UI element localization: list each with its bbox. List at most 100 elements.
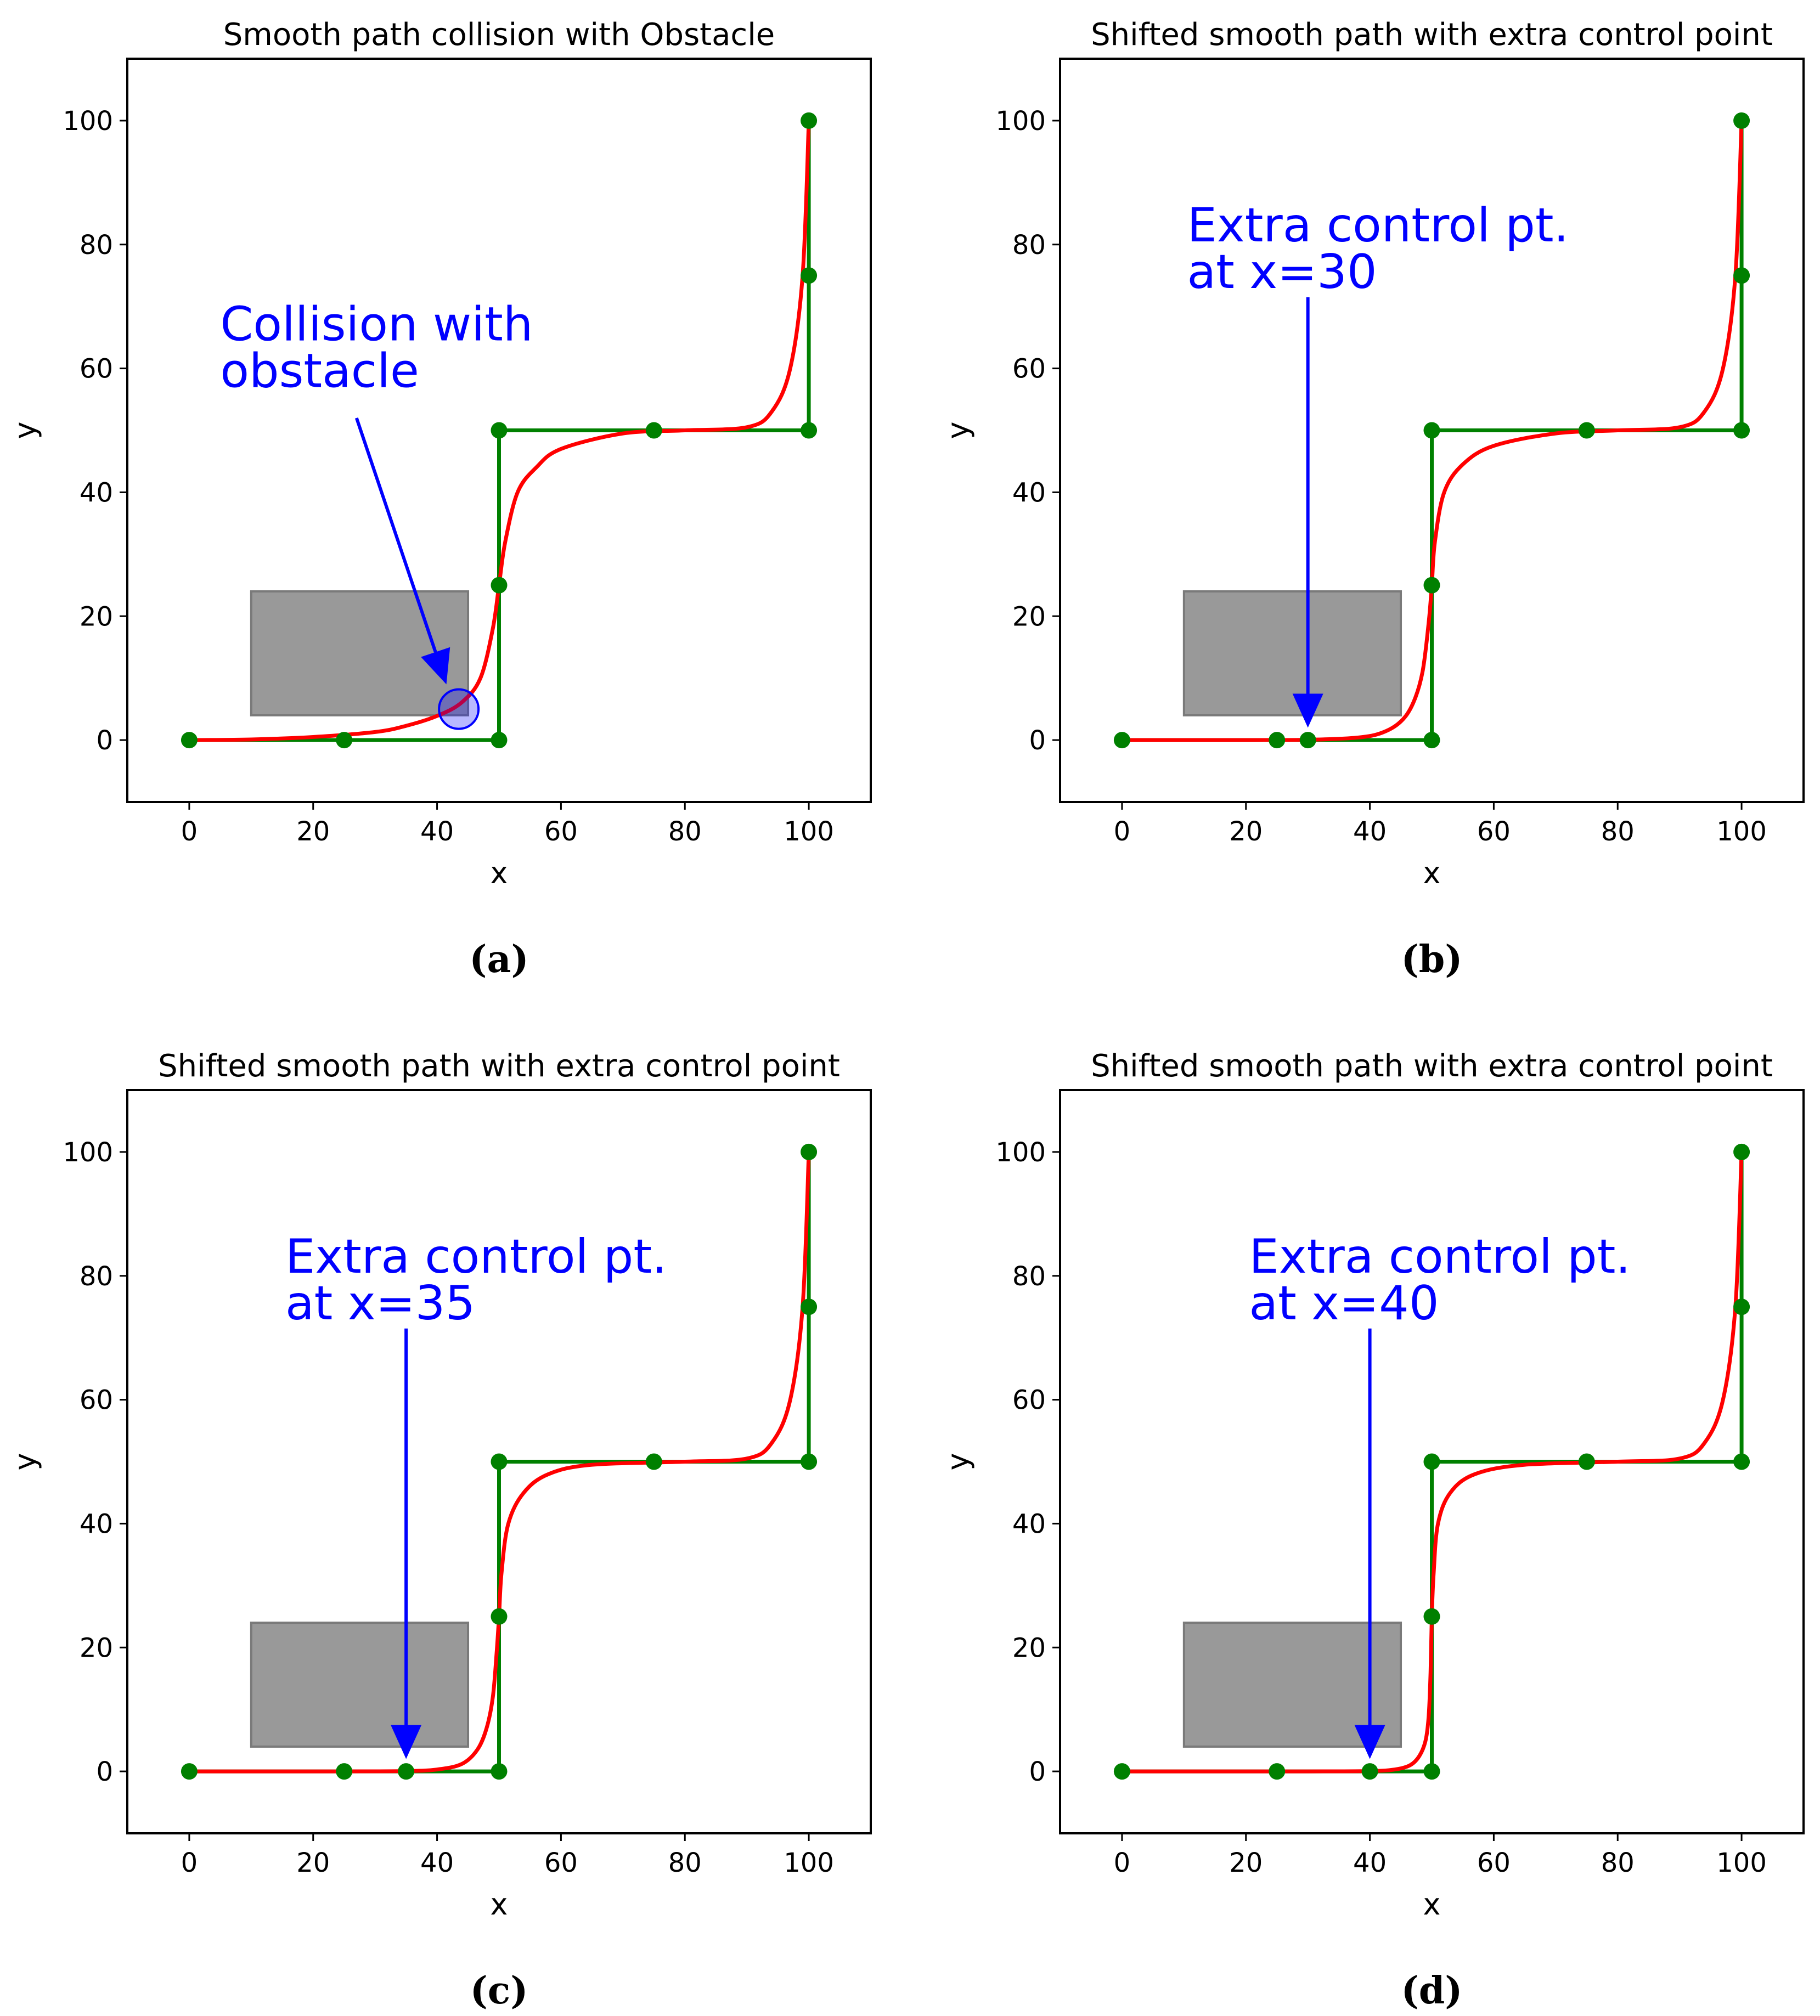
x-tick-label: 100 xyxy=(1716,1848,1767,1878)
control-point-marker xyxy=(645,1453,662,1470)
x-tick-label: 60 xyxy=(1477,1848,1511,1878)
collision-marker xyxy=(438,688,480,730)
smooth-path-line xyxy=(187,1150,811,1774)
chart-panel-b: Shifted smooth path with extra control p… xyxy=(940,17,1805,981)
axes-frame xyxy=(1059,58,1805,803)
control-point-marker xyxy=(801,112,818,129)
y-tick-label: 40 xyxy=(80,477,113,508)
y-tick-label: 80 xyxy=(1012,1261,1046,1292)
y-tick-label: 100 xyxy=(63,106,113,137)
x-tick-label: 20 xyxy=(1229,816,1263,847)
x-axis-label: x xyxy=(1423,856,1441,890)
control-point-marker xyxy=(1578,422,1595,439)
control-point-marker xyxy=(1269,1763,1286,1780)
control-point-marker xyxy=(801,1453,818,1470)
x-tick-label: 60 xyxy=(544,1848,578,1878)
annotation-text: Extra control pt. xyxy=(285,1229,667,1284)
x-tick-label: 80 xyxy=(668,1848,702,1878)
control-point-marker xyxy=(1733,1298,1750,1315)
control-point-marker xyxy=(801,422,818,439)
control-point-marker xyxy=(1113,732,1130,749)
control-point-marker xyxy=(491,577,508,594)
annotation-text: Extra control pt. xyxy=(1187,198,1568,253)
control-point-marker xyxy=(181,732,198,749)
y-tick-label: 80 xyxy=(80,230,113,261)
x-tick-label: 40 xyxy=(420,816,454,847)
annotation-arrowhead xyxy=(1292,693,1323,728)
x-tick-label: 0 xyxy=(181,1848,198,1878)
y-tick-label: 0 xyxy=(96,1757,113,1787)
x-tick-label: 40 xyxy=(420,1848,454,1878)
control-point-marker xyxy=(491,1763,508,1780)
y-tick-label: 80 xyxy=(80,1261,113,1292)
x-tick-label: 0 xyxy=(1114,816,1131,847)
control-point-marker xyxy=(801,1298,818,1315)
panel-caption: (c) xyxy=(470,1969,528,2013)
y-tick-label: 40 xyxy=(1012,1509,1046,1539)
x-tick-label: 40 xyxy=(1353,816,1387,847)
annotation-text: Extra control pt. xyxy=(1249,1229,1630,1284)
x-axis-label: x xyxy=(1423,1887,1441,1922)
annotation-text: at x=30 xyxy=(1187,245,1377,300)
control-point-marker xyxy=(1423,577,1440,594)
x-tick-label: 100 xyxy=(1716,816,1767,847)
y-axis-label: y xyxy=(940,1453,975,1471)
annotation-text: at x=35 xyxy=(285,1276,475,1331)
control-point-marker xyxy=(398,1763,415,1780)
plot-area xyxy=(1113,1143,1750,1780)
control-point-marker xyxy=(1269,732,1286,749)
control-point-marker xyxy=(1299,732,1316,749)
smooth-path-line xyxy=(187,118,811,742)
control-point-marker xyxy=(336,732,353,749)
y-tick-label: 60 xyxy=(80,1385,113,1416)
axes-frame xyxy=(1059,1089,1805,1834)
x-tick-label: 20 xyxy=(1229,1848,1263,1878)
x-tick-label: 60 xyxy=(1477,816,1511,847)
y-axis-label: y xyxy=(8,422,42,439)
y-tick-label: 40 xyxy=(1012,477,1046,508)
obstacle-rect xyxy=(1182,590,1402,716)
y-tick-label: 60 xyxy=(80,354,113,385)
control-point-marker xyxy=(491,1608,508,1625)
control-point-marker xyxy=(1361,1763,1378,1780)
control-point-marker xyxy=(181,1763,198,1780)
control-point-marker xyxy=(1423,1453,1440,1470)
x-tick-label: 60 xyxy=(544,816,578,847)
control-point-marker xyxy=(1733,112,1750,129)
chart-panel-a: Smooth path collision with Obstacle Colli… xyxy=(8,17,872,981)
x-tick-label: 80 xyxy=(668,816,702,847)
plot-area xyxy=(1113,112,1750,749)
x-tick-label: 80 xyxy=(1601,1848,1635,1878)
annotation-arrowhead xyxy=(421,647,450,685)
x-tick-label: 0 xyxy=(1114,1848,1131,1878)
x-tick-label: 100 xyxy=(784,816,834,847)
control-point-marker xyxy=(491,732,508,749)
annotation-text: obstacle xyxy=(220,343,419,398)
x-tick-label: 20 xyxy=(296,1848,330,1878)
y-tick-label: 100 xyxy=(995,106,1046,137)
y-tick-label: 80 xyxy=(1012,230,1046,261)
x-tick-label: 20 xyxy=(296,816,330,847)
panel-caption: (d) xyxy=(1401,1969,1463,2013)
smooth-path-line xyxy=(1120,118,1744,742)
x-tick-label: 100 xyxy=(784,1848,834,1878)
panel-caption: (b) xyxy=(1401,938,1463,981)
x-tick-label: 80 xyxy=(1601,816,1635,847)
control-point-marker xyxy=(1113,1763,1130,1780)
control-point-marker xyxy=(1733,1143,1750,1160)
chart-panel-d: Shifted smooth path with extra control p… xyxy=(940,1048,1805,2013)
control-point-marker xyxy=(1578,1453,1595,1470)
control-point-marker xyxy=(1423,1608,1440,1625)
control-point-marker xyxy=(336,1763,353,1780)
x-tick-label: 40 xyxy=(1353,1848,1387,1878)
y-tick-label: 60 xyxy=(1012,354,1046,385)
chart-title: Shifted smooth path with extra control p… xyxy=(1091,1048,1773,1084)
control-point-marker xyxy=(491,422,508,439)
y-tick-label: 0 xyxy=(1029,1757,1046,1787)
chart-title: Smooth path collision with Obstacle xyxy=(223,17,775,53)
obstacle-rect xyxy=(250,1622,470,1748)
control-point-marker xyxy=(1733,267,1750,284)
y-tick-label: 20 xyxy=(1012,1633,1046,1663)
plot-area xyxy=(181,1143,818,1780)
